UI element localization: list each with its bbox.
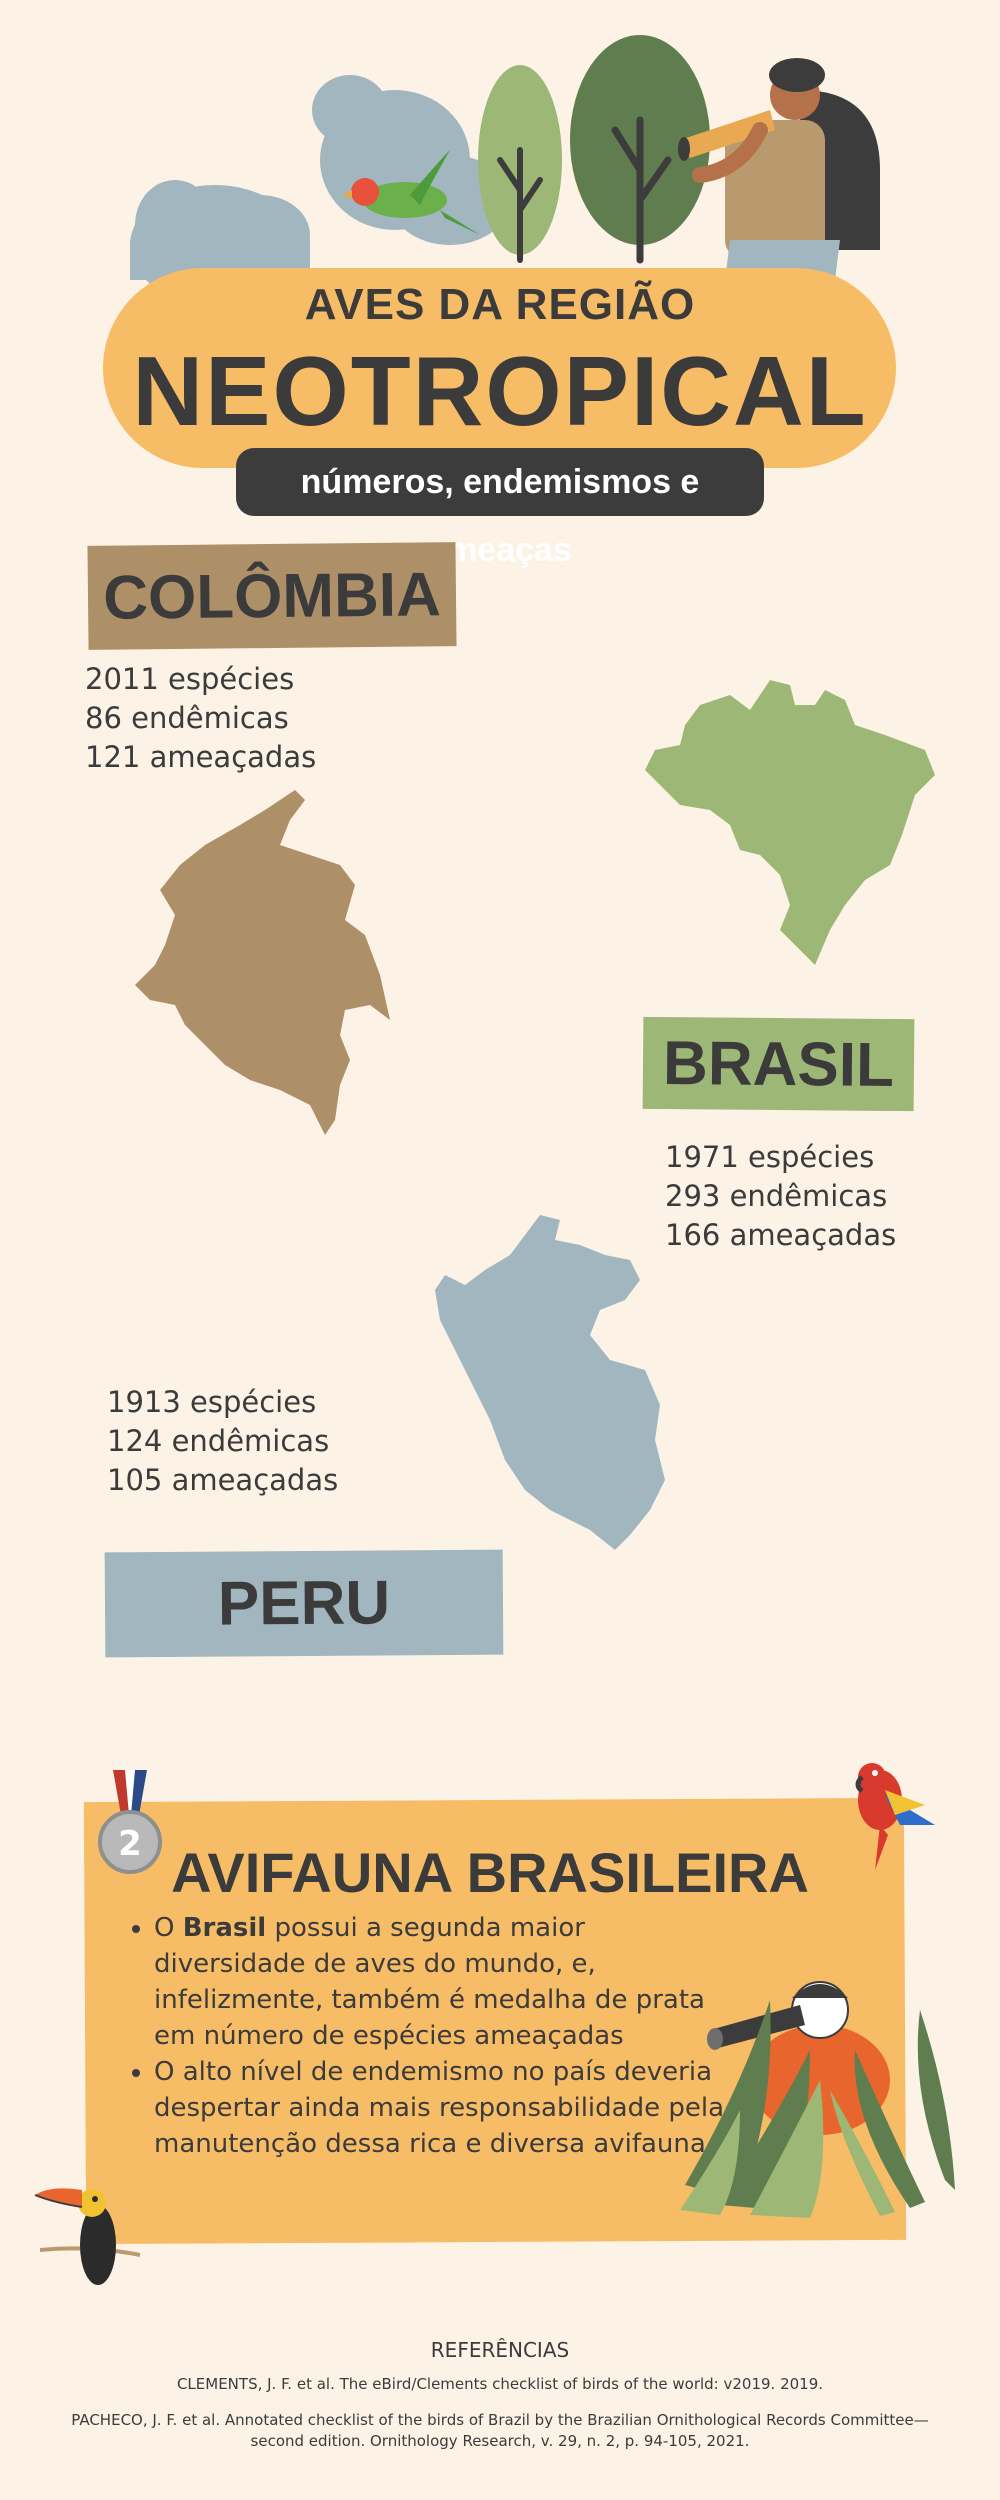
reference-1: CLEMENTS, J. F. et al. The eBird/Clement… [176,2375,824,2393]
medal-number: 2 [118,1824,142,1864]
colombia-endemic: 86 endêmicas [85,701,289,735]
avifauna-title: AVIFAUNA BRASILEIRA [171,1841,809,1904]
page-subtitle: AVES DA REGIÃO [304,280,696,329]
explorer-binoculars-icon [678,58,880,280]
peru-label: PERU [104,1549,504,1658]
peru-map-icon [435,1215,665,1550]
peru-species: 1913 espécies [107,1385,317,1419]
toucan-icon [34,2188,141,2285]
avifauna-bullet-2: O alto nível de endemismo no país deveri… [154,2054,734,2162]
header-illustration [130,35,880,300]
reference-2: PACHECO, J. F. et al. Annotated checklis… [71,2411,929,2450]
brazil-endemic: 293 endêmicas [665,1179,888,1213]
colombia-stats: 2011 espécies 86 endêmicas 121 ameaçadas [85,660,316,777]
tree-light-icon [478,65,562,263]
avifauna-list: O Brasil possui a segunda maior diversid… [120,1910,734,2162]
peru-threatened: 105 ameaçadas [107,1463,339,1497]
page-title: NEOTROPICAL [132,336,868,446]
references-heading: REFERÊNCIAS [430,2338,570,2362]
brasil-bold: Brasil [182,1913,267,1943]
peru-stats: 1913 espécies 124 endêmicas 105 ameaçada… [107,1383,338,1500]
colombia-map-icon [135,790,390,1135]
cloud-left-icon [130,180,310,300]
title-banner [103,268,896,468]
colombia-threatened: 121 ameaçadas [85,740,317,774]
page-tagline: números, endemismos e ameaças [236,448,764,569]
brazil-label: BRASIL [642,1016,915,1112]
boy-binoculars-icon [680,1981,955,2218]
colombia-label: COLÔMBIA [87,542,457,650]
lovebird-icon [342,150,480,235]
macaw-icon [855,1763,935,1870]
silver-medal-icon: 2 [98,1770,162,1874]
brazil-map-icon [645,680,935,965]
peru-endemic: 124 endêmicas [107,1424,330,1458]
avifauna-bullet-1: O Brasil possui a segunda maior diversid… [154,1910,734,2054]
tree-dark-icon [570,35,710,264]
brazil-stats: 1971 espécies 293 endêmicas 166 ameaçada… [665,1138,896,1255]
colombia-species: 2011 espécies [85,662,295,696]
brazil-species: 1971 espécies [665,1140,875,1174]
brazil-threatened: 166 ameaçadas [665,1218,897,1252]
